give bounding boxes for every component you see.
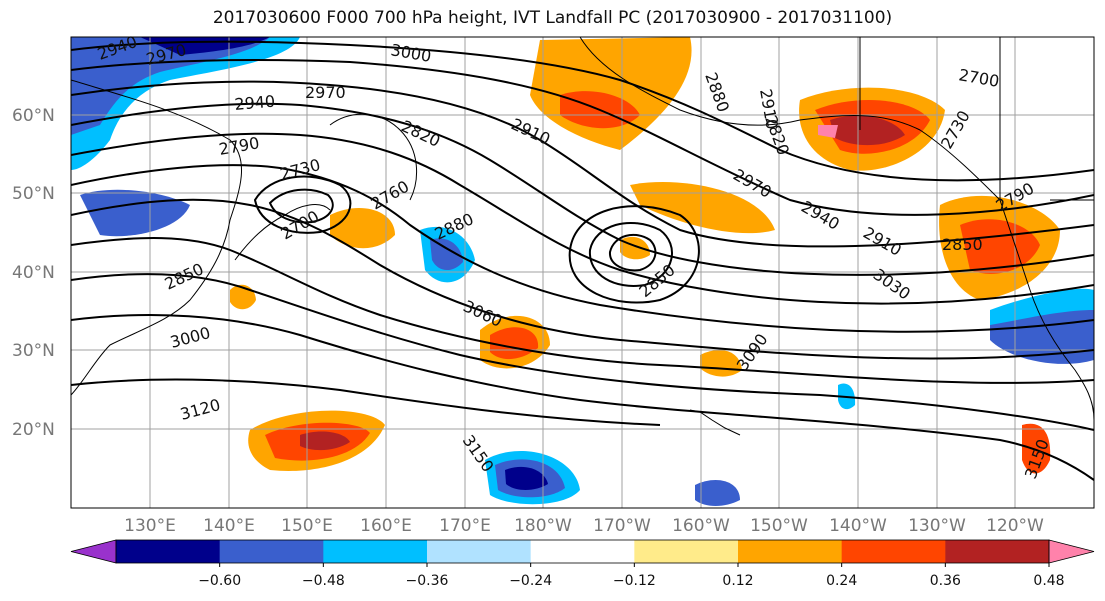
colorbar-tick-label: 0.12: [722, 573, 753, 589]
height-contour: [71, 80, 1094, 248]
colorbar-ticks: −0.60 −0.48 −0.36 −0.24 −0.12 0.12 0.24 0.36 0.4…: [198, 563, 1065, 589]
colorbar-segment: [841, 540, 946, 563]
colorbar-tick-label: −0.48: [302, 573, 345, 589]
colorbar-tick-label: 0.24: [826, 573, 857, 589]
lon-label: 130°W: [908, 516, 966, 536]
ivt-positive-region: [330, 207, 395, 249]
colorbar-segment: [738, 540, 843, 563]
ivt-positive-region: [230, 284, 256, 310]
colorbar-segment: [427, 540, 532, 563]
colorbar-extend-min: [70, 539, 117, 564]
ivt-positive-region: [490, 327, 539, 360]
height-contour: [71, 273, 1094, 431]
graticule: [71, 37, 1094, 508]
colorbar-extend-max: [1048, 539, 1095, 564]
ivt-positive-region: [300, 431, 350, 451]
ivt-shading: [71, 37, 1094, 506]
height-contour: [71, 164, 1094, 333]
lat-label: 40°N: [12, 263, 55, 283]
colorbar-tick-label: −0.36: [406, 573, 449, 589]
colorbar-segment: [530, 540, 635, 563]
height-contour: [71, 40, 1094, 182]
height-contour: [71, 59, 1094, 216]
lat-axis: 60°N 50°N 40°N 30°N 20°N: [12, 106, 55, 440]
colorbar-segment: [116, 540, 221, 563]
height-contour: [71, 378, 661, 426]
lon-label: 170°E: [439, 516, 491, 536]
lat-label: 50°N: [12, 184, 55, 204]
lat-label: 20°N: [12, 420, 55, 440]
ivt-negative-region: [990, 288, 1094, 325]
colorbar-border: [115, 539, 1050, 564]
contour-label: 2940: [234, 92, 276, 114]
colorbar-tick-label: −0.60: [198, 573, 241, 589]
height-contour: [71, 198, 1094, 360]
lon-label: 150°W: [750, 516, 808, 536]
colorbar-tick-label: −0.12: [613, 573, 656, 589]
colorbar-tick-label: 0.36: [930, 573, 961, 589]
colorbar-segment: [219, 540, 324, 563]
ivt-negative-region: [695, 480, 740, 506]
height-contour: [588, 221, 673, 287]
lat-label: 30°N: [12, 341, 55, 361]
colorbar: [70, 539, 1095, 564]
lat-label: 60°N: [12, 106, 55, 126]
height-contour: [253, 175, 352, 234]
lon-label: 170°W: [593, 516, 651, 536]
lon-label: 140°E: [203, 516, 255, 536]
map-title: 2017030600 F000 700 hPa height, IVT Land…: [212, 8, 893, 28]
contour-label: 2850: [942, 235, 983, 254]
colorbar-tick-label: 0.48: [1033, 573, 1064, 589]
colorbar-segment: [945, 540, 1050, 563]
ivt-positive-region: [818, 125, 838, 138]
height-contour: [71, 314, 1094, 481]
lon-label: 160°W: [672, 516, 730, 536]
lon-label: 140°W: [829, 516, 887, 536]
ivt-positive-region: [630, 182, 775, 234]
coastline-asia: [71, 79, 243, 396]
height-contour: [268, 188, 334, 224]
height-contour: [71, 132, 1094, 305]
lon-label: 180°W: [514, 516, 572, 536]
contour-label: 2970: [305, 83, 346, 102]
ivt-positive-region: [1022, 423, 1051, 474]
ivt-positive-region: [530, 37, 692, 150]
ivt-negative-region: [505, 466, 548, 490]
lon-label: 120°W: [986, 516, 1044, 536]
height-contour: [568, 205, 700, 304]
coastline-north-america: [999, 199, 1094, 421]
height-contour: [71, 237, 1094, 384]
colorbar-segment: [323, 540, 428, 563]
lon-label: 130°E: [124, 516, 176, 536]
colorbar-tick-label: −0.24: [509, 573, 552, 589]
colorbar-segment: [634, 540, 739, 563]
height-contour: [608, 233, 657, 272]
lon-label: 150°E: [281, 516, 333, 536]
height-contours: [71, 40, 1094, 481]
plot-border: [70, 36, 1095, 509]
height-contour: [71, 102, 1094, 276]
map-layers: [71, 37, 1094, 508]
lon-label: 160°E: [360, 516, 412, 536]
ivt-negative-region: [430, 238, 463, 271]
coastline-alaska: [579, 37, 1001, 201]
coastline-kamchatka: [329, 113, 418, 201]
ivt-positive-region: [830, 115, 905, 146]
ivt-negative-region: [71, 37, 270, 135]
lon-axis: 130°E 140°E 150°E 160°E 170°E 180°W 170°…: [124, 516, 1044, 536]
